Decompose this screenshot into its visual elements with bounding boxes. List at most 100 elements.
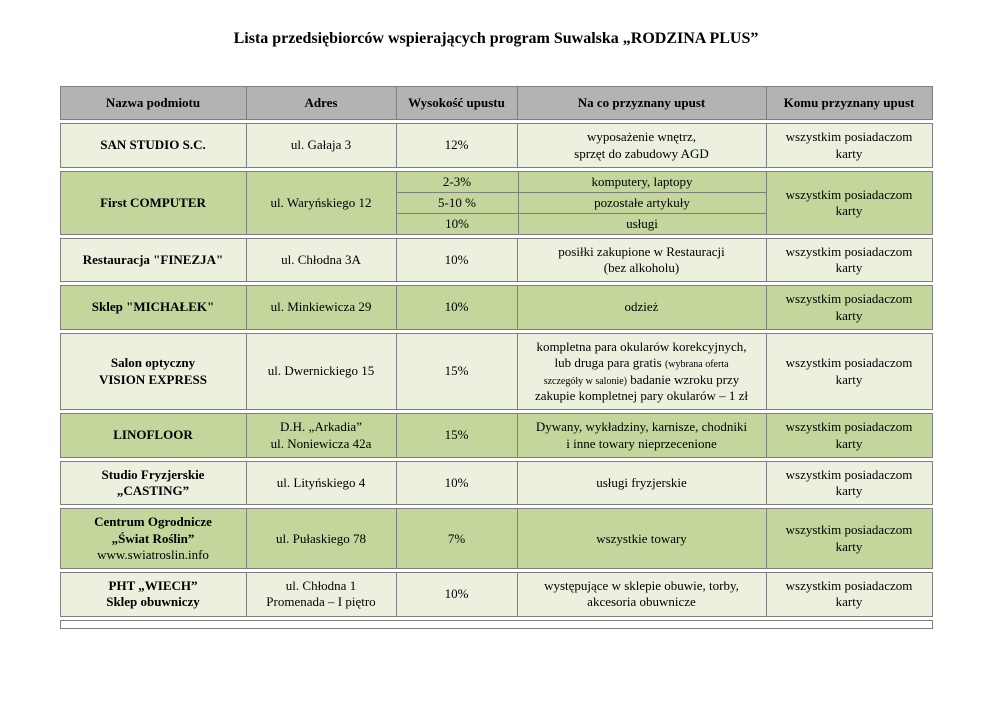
table-row: PHT „WIECH” Sklep obuwniczy ul. Chłodna 1 P… — [59, 572, 933, 617]
scope-value: komputery, laptopy — [517, 171, 766, 192]
discount-cell: 12% — [395, 124, 517, 167]
scope-cell: kompletna para okularów korekcyjnych, lub… — [516, 333, 766, 410]
business-name-line: „Świat Roślin” — [111, 530, 195, 546]
beneficiary-cell: wszystkim posiadaczom karty — [765, 333, 932, 410]
scope-line: lub druga para gratis (wybrana oferta — [554, 355, 728, 372]
address-line: ul. Dwernickiego 15 — [267, 363, 375, 379]
business-name-line: Salon optyczny — [110, 355, 196, 371]
scope-text: posiłki zakupione w Restauracji — [558, 243, 725, 259]
address-line: ul. Gałaja 3 — [290, 137, 352, 153]
scope-line: posiłki zakupione w Restauracji — [558, 244, 724, 260]
table-row: Restauracja "FINEZJA" ul. Chłodna 3A 10% po… — [59, 237, 933, 283]
business-name-cell: First COMPUTER — [61, 172, 246, 234]
scope-line: kompletna para okularów korekcyjnych, — [536, 339, 746, 355]
scope-line: Dywany, wykładziny, karnisze, chodniki — [536, 419, 747, 435]
scope-line: wszystkie towary — [596, 531, 687, 547]
beneficiary-cell: wszystkim posiadaczom karty — [765, 124, 932, 167]
beneficiary-cell: wszystkim posiadaczom karty — [765, 509, 932, 568]
scope-line: wyposażenie wnętrz, — [587, 129, 696, 145]
column-header: Nazwa podmiotu — [105, 95, 201, 110]
address-cell: ul. Minkiewicza 29 — [245, 286, 396, 329]
discount-cell: 15% — [395, 414, 517, 457]
discount-value: 10% — [445, 215, 469, 231]
address-line: ul. Lityńskiego 4 — [276, 474, 366, 490]
address-line: ul. Waryńskiego 12 — [270, 194, 372, 210]
table-row: Studio Fryzjerskie „CASTING” ul. Lityńskie… — [59, 460, 933, 506]
scope-line: akcesoria obuwnicze — [587, 594, 696, 610]
address-line: ul. Noniewicza 42a — [270, 435, 372, 451]
scope-text: badanie wzroku przy — [627, 371, 740, 387]
address-line: ul. Chłodna 1 — [285, 578, 357, 593]
beneficiary-cell: wszystkim posiadaczom karty — [765, 414, 932, 457]
address-cell: ul. Waryńskiego 12 — [245, 171, 396, 234]
discount-cell: 10% — [395, 573, 517, 616]
address-line: ul. Chłodna 3A — [281, 251, 361, 267]
business-name-cell: LINOFLOOR — [61, 414, 246, 457]
scope-value: usługi — [517, 213, 766, 234]
discount-table: Nazwa podmiotu Adres Wysokość upustu Na co … — [59, 86, 933, 629]
scope-text: (bez alkoholu) — [603, 260, 680, 275]
scope-text: wyposażenie wnętrz, — [586, 129, 696, 145]
scope-line: szczegóły w salonie) badanie wzroku przy — [544, 372, 740, 389]
scope-line: usługi fryzjerskie — [596, 475, 687, 491]
scope-text: sprzęt do zabudowy AGD — [574, 145, 709, 161]
scope-text: odzież — [624, 299, 659, 315]
scope-line: i inne towary nieprzecenione — [566, 436, 717, 452]
beneficiary-cell: wszystkim posiadaczom karty — [765, 286, 932, 329]
business-name-cell: Studio Fryzjerskie „CASTING” — [61, 462, 246, 505]
beneficiary-cell: wszystkim posiadaczom karty — [765, 461, 932, 505]
scope-line: odzież — [625, 299, 659, 315]
business-name-line: LINOFLOOR — [113, 427, 193, 443]
scope-line: zakupie kompletnej pary okularów – 1 zł — [535, 388, 748, 404]
scope-cell: Dywany, wykładziny, karnisze, chodniki i … — [516, 414, 766, 457]
business-name-cell: Sklep "MICHAŁEK" — [61, 286, 246, 329]
scope-text: (wybrana oferta — [664, 359, 729, 370]
scope-line: (bez alkoholu) — [604, 260, 679, 276]
scope-cell: odzież — [516, 286, 766, 329]
scope-cell: wszystkie towary — [516, 509, 766, 568]
column-header: Na co przyznany upust — [516, 87, 766, 120]
business-name-cell: SAN STUDIO S.C. — [61, 124, 246, 167]
business-name-line: Restauracja "FINEZJA" — [82, 251, 224, 267]
address-line: ul. Pułaskiego 78 — [276, 530, 366, 546]
business-name-line: Studio Fryzjerskie — [101, 466, 205, 482]
scope-cell: usługi fryzjerskie — [516, 461, 766, 505]
address-cell: ul. Chłodna 3A — [245, 238, 396, 282]
table-row: First COMPUTER ul. Waryńskiego 12 2-3% komp… — [59, 170, 933, 235]
page-title: Lista przedsiębiorców wspierających prog… — [233, 30, 759, 47]
column-header: Wysokość upustu — [395, 87, 517, 120]
scope-line: występujące w sklepie obuwie, torby, — [544, 578, 739, 594]
business-name-line: First COMPUTER — [100, 194, 206, 210]
address-line: D.H. „Arkadia” — [280, 419, 362, 435]
table-row: Salon optyczny VISION EXPRESS ul. Dwernick… — [59, 332, 933, 411]
address-cell: ul. Gałaja 3 — [245, 124, 396, 167]
address-cell: ul. Lityńskiego 4 — [245, 461, 396, 505]
empty-row — [59, 619, 933, 629]
column-header: Komu przyznany upust — [765, 87, 932, 120]
beneficiary-cell: wszystkim posiadaczom karty — [765, 171, 932, 234]
scope-cell: występujące w sklepie obuwie, torby, akce… — [516, 573, 766, 616]
discount-cell: 10% — [395, 238, 517, 282]
business-name-line: PHT „WIECH” — [108, 578, 198, 593]
business-name-line: Sklep obuwniczy — [106, 594, 200, 610]
discount-cell: 15% — [395, 333, 517, 410]
scope-text: usługi fryzjerskie — [596, 474, 687, 490]
scope-cell: wyposażenie wnętrz, sprzęt do zabudowy AG… — [516, 124, 766, 167]
address-cell: ul. Dwernickiego 15 — [245, 333, 396, 410]
discount-value: 5-10 % — [438, 194, 476, 210]
address-line: ul. Minkiewicza 29 — [270, 299, 372, 315]
discount-subrow: 10% usługi — [396, 212, 766, 234]
business-name-cell: PHT „WIECH” Sklep obuwniczy — [61, 573, 246, 616]
business-name-line: „CASTING” — [116, 483, 190, 498]
discount-subrow: 5-10 % pozostałe artykuły — [396, 191, 766, 213]
business-name-cell: Restauracja "FINEZJA" — [61, 239, 246, 282]
business-name-line: VISION EXPRESS — [98, 371, 207, 387]
beneficiary-cell: wszystkim posiadaczom karty — [765, 573, 932, 616]
scope-line: sprzęt do zabudowy AGD — [574, 146, 709, 162]
business-name-cell: Salon optyczny VISION EXPRESS — [61, 334, 246, 410]
scope-text: występujące w sklepie obuwie, torby, — [544, 578, 739, 593]
business-name-line: SAN STUDIO S.C. — [100, 137, 206, 153]
scope-text: zakupie kompletnej pary okularów – 1 zł — [535, 388, 748, 403]
table-header-row: Nazwa podmiotu Adres Wysokość upustu Na co … — [59, 86, 933, 121]
table-row: Sklep "MICHAŁEK" ul. Minkiewicza 29 10% odz… — [59, 285, 933, 330]
